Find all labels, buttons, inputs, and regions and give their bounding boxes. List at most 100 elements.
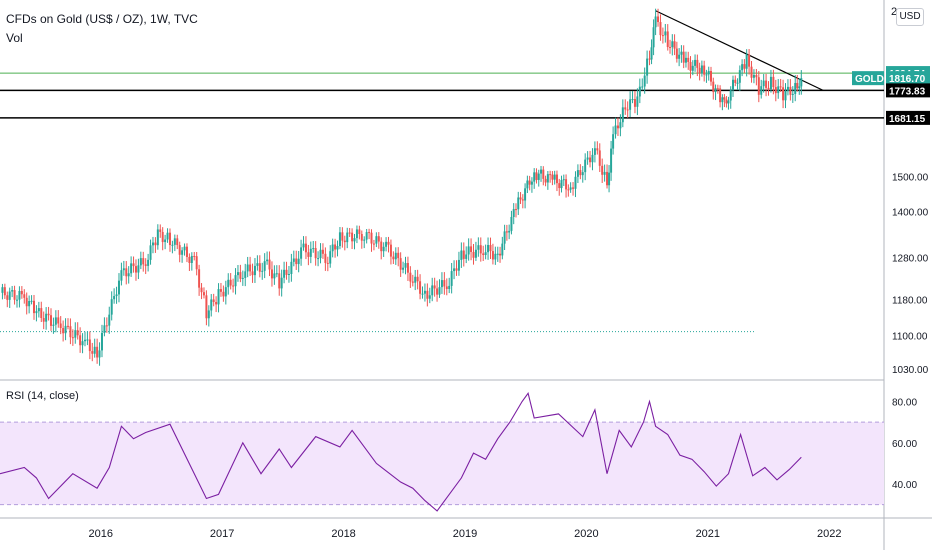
candle-body (606, 171, 609, 186)
candle-body (551, 174, 554, 180)
candle-body (86, 339, 89, 341)
candle-body (71, 337, 74, 339)
candle-body (132, 263, 135, 267)
candle-body (198, 269, 201, 288)
candle-body (729, 90, 732, 101)
candle-body (477, 245, 480, 250)
candle-body (654, 16, 657, 28)
time-tick-label: 2016 (89, 528, 113, 540)
candle-body (698, 67, 701, 74)
candle-body (166, 232, 169, 240)
candle-body (657, 16, 660, 23)
candle-body (273, 273, 276, 279)
candle-body (18, 290, 21, 300)
candle-body (15, 299, 18, 301)
candle-body (156, 229, 159, 246)
candle-body (574, 176, 577, 189)
candle-body (705, 74, 708, 76)
candle-body (331, 244, 334, 252)
candle-body (404, 263, 407, 268)
candle-body (210, 299, 213, 311)
candle-body (66, 325, 69, 327)
candle-body (151, 242, 154, 246)
candle-body (535, 172, 538, 180)
candle-body (419, 281, 422, 294)
candle-body (205, 295, 208, 319)
candle-body (256, 263, 259, 266)
candle-body (202, 292, 205, 296)
candle-body (1, 287, 4, 293)
candle-body (798, 86, 801, 89)
candle-body (777, 86, 780, 94)
currency-button[interactable]: USD (896, 8, 924, 26)
candle-body (195, 256, 198, 270)
candle-body (402, 267, 405, 270)
candle-body (62, 328, 65, 334)
price-tick-label: 1400.00 (892, 208, 929, 219)
candle-body (648, 58, 651, 60)
candle-body (185, 246, 188, 257)
candle-body (406, 263, 409, 273)
candle-body (193, 255, 196, 257)
candle-body (694, 59, 697, 66)
rsi-tick-label: 40.00 (892, 480, 917, 491)
candle-body (3, 287, 6, 296)
candle-body (519, 197, 522, 200)
candle-body (784, 90, 787, 101)
candle-body (13, 290, 16, 300)
candle-body (684, 57, 687, 63)
time-tick-label: 2019 (453, 528, 477, 540)
candle-body (176, 238, 179, 246)
candle-body (453, 268, 456, 272)
candle-body (232, 285, 235, 287)
candle-body (149, 245, 152, 260)
candle-body (524, 188, 527, 201)
candle-body (127, 273, 130, 277)
candle-body (462, 250, 465, 259)
candle-body (608, 172, 611, 186)
candle-body (389, 244, 392, 257)
candle-body (258, 263, 261, 272)
candle-body (278, 273, 281, 289)
candle-body (382, 246, 385, 252)
candle-body (317, 258, 320, 260)
chart-title: CFDs on Gold (US$ / OZ), 1W, TVC (6, 12, 198, 26)
candle-body (616, 125, 619, 129)
price-tag-gold-bg (886, 71, 930, 86)
candle-body (363, 239, 366, 241)
candle-body (83, 339, 86, 342)
candle-body (560, 180, 563, 189)
candle-body (300, 247, 303, 259)
candle-body (392, 256, 395, 260)
candle-body (565, 179, 568, 190)
candle-body (544, 178, 547, 183)
candle-body (589, 157, 592, 163)
candle-body (675, 48, 678, 59)
candle-body (346, 232, 349, 243)
candle-body (426, 290, 429, 299)
price-tick-label: 1500.00 (892, 172, 929, 183)
candle-body (266, 259, 269, 262)
candle-body (629, 99, 632, 110)
candle-body (494, 253, 497, 260)
candle-body (470, 246, 473, 252)
candle-body (581, 172, 584, 176)
candle-body (450, 271, 453, 286)
candle-body (314, 248, 317, 259)
candle-body (421, 293, 424, 295)
candle-body (465, 254, 468, 259)
candle-body (188, 256, 191, 264)
candle-body (59, 323, 62, 329)
candle-body (750, 66, 753, 78)
price-tag-1681: 1681.15 (889, 114, 926, 125)
candle-body (528, 180, 531, 185)
vol-label: Vol (6, 31, 23, 45)
candle-body (108, 314, 111, 326)
candle-body (680, 51, 683, 55)
candle-body (246, 264, 249, 272)
candle-body (42, 318, 45, 322)
candle-body (190, 255, 193, 264)
candle-body (633, 99, 636, 107)
candle-body (74, 330, 77, 338)
candle-body (767, 87, 770, 90)
